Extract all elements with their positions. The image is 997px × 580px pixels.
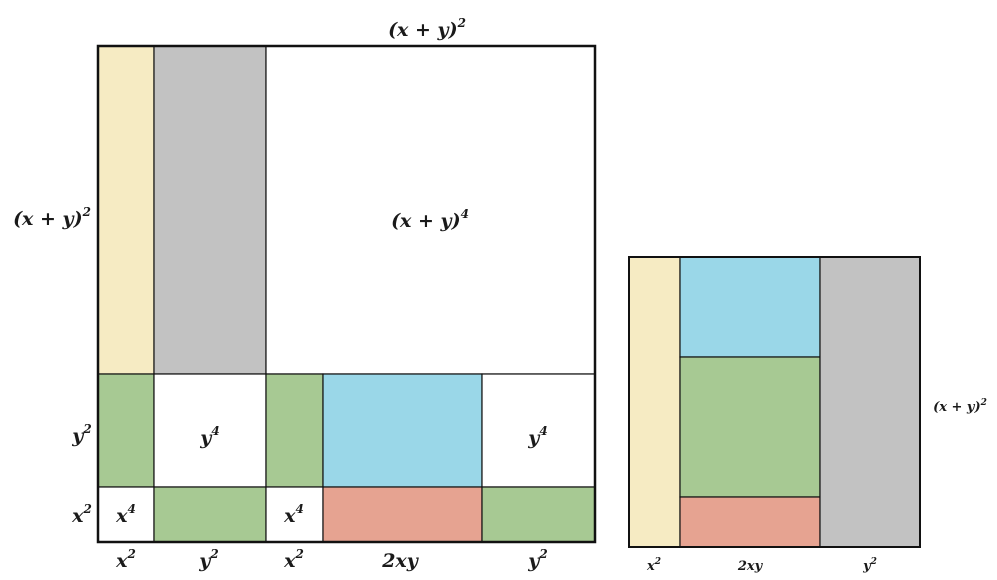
big-outline [96, 44, 597, 544]
big-col-label-x2-b: x2 [283, 547, 304, 572]
big-x4-right-label: x4 [283, 502, 304, 527]
small-col-label-y2: y2 [862, 557, 877, 574]
big-left-label: (x + y)2 [13, 205, 91, 230]
small-yellow-strip [628, 256, 681, 548]
small-gray-strip [819, 256, 921, 548]
big-col-label-2xy: 2xy [381, 550, 420, 572]
small-salmon-cell [679, 496, 821, 548]
big-col-label-y2-a: y2 [198, 547, 218, 572]
small-outline [628, 256, 921, 548]
big-salmon-cell [322, 486, 483, 543]
big-square: (x + y)2 (x + y)2 (x + y)4 y4 y4 x4 x4 y… [13, 16, 597, 572]
big-green-mid [265, 373, 324, 488]
big-row-label-y2: y2 [71, 422, 91, 447]
big-green-left [97, 373, 155, 488]
small-square: (x + y)2 x2 2xy y2 [628, 256, 987, 574]
big-col-label-x2-a: x2 [115, 547, 136, 572]
big-yellow-strip [97, 45, 155, 375]
big-blue-cell [322, 373, 483, 488]
small-col-label-2xy: 2xy [737, 559, 764, 574]
big-y4-right-cell [481, 373, 596, 488]
small-col-label-x2: x2 [646, 557, 661, 574]
big-green-bottom-b [481, 486, 596, 543]
big-y4-right-label: y4 [527, 424, 547, 449]
big-gray-strip [153, 45, 267, 375]
big-x4-left-label: x4 [115, 502, 136, 527]
small-right-label: (x + y)2 [933, 398, 987, 415]
big-top-label: (x + y)2 [388, 16, 466, 41]
small-green-cell [679, 356, 821, 498]
small-blue-cell [679, 256, 821, 358]
big-y4-left-label: y4 [199, 424, 219, 449]
big-center-label: (x + y)4 [391, 207, 469, 232]
big-green-bottom-a [153, 486, 267, 543]
big-row-label-x2: x2 [71, 502, 92, 527]
big-col-label-y2-b: y2 [527, 547, 547, 572]
big-y4-left-cell [153, 373, 267, 488]
big-center-white [265, 45, 596, 375]
